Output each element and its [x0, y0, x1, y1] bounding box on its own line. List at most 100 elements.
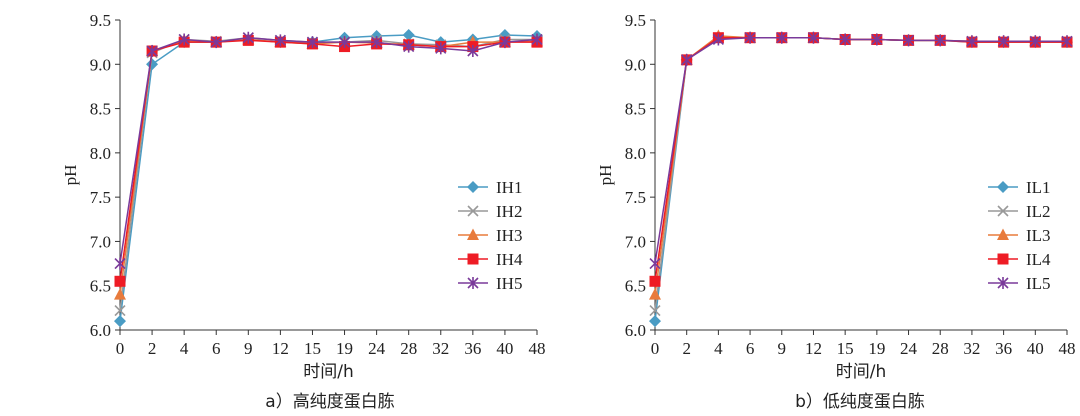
x-tick-label: 48: [1059, 339, 1076, 358]
x-tick-label: 15: [304, 339, 321, 358]
y-tick-label: 9.5: [90, 11, 111, 30]
data-point: [649, 288, 661, 300]
y-tick-label: 6.5: [625, 277, 646, 296]
legend-entry: IH2: [458, 202, 522, 221]
legend-marker: [997, 205, 1009, 217]
legend-label: IH4: [496, 250, 523, 269]
x-tick-label: 28: [400, 339, 417, 358]
data-point: [114, 288, 126, 300]
legend-entry: IL2: [988, 202, 1051, 221]
data-point: [839, 33, 851, 46]
legend: IL1 IL2 IL3 IL4 IL5: [988, 178, 1051, 293]
x-tick-label: 0: [116, 339, 125, 358]
x-tick-label: 36: [995, 339, 1012, 358]
data-point: [402, 29, 415, 42]
x-axis-label: 时间/h: [303, 362, 354, 382]
chart-caption: b）低纯度蛋白胨: [795, 392, 925, 412]
data-point: [998, 35, 1010, 48]
data-point: [776, 31, 788, 44]
data-point: [871, 33, 883, 46]
data-point: [934, 34, 946, 47]
legend-label: IH1: [496, 178, 522, 197]
series-line: [119, 34, 538, 322]
y-tick-label: 9.0: [625, 55, 646, 74]
y-tick-label: 9.0: [90, 55, 111, 74]
legend-label: IL3: [1026, 226, 1051, 245]
data-point: [649, 257, 661, 270]
y-tick-label: 7.0: [90, 232, 111, 251]
legend-entry: IL1: [988, 178, 1051, 197]
y-tick-label: 7.5: [90, 188, 111, 207]
legend-label: IL1: [1026, 178, 1051, 197]
y-tick-label: 8.5: [90, 100, 111, 119]
data-point: [146, 45, 158, 57]
series-il5: [649, 31, 1073, 270]
data-point: [1029, 35, 1041, 48]
x-tick-label: 15: [837, 339, 854, 358]
legend-marker: [467, 253, 479, 265]
x-tick-label: 32: [963, 339, 980, 358]
legend-marker: [997, 277, 1009, 289]
x-tick-label: 4: [714, 339, 723, 358]
y-tick-label: 7.5: [625, 188, 646, 207]
legend-entry: IH3: [458, 226, 522, 245]
x-axis-label: 时间/h: [836, 362, 887, 382]
data-point: [435, 42, 447, 55]
series-line: [654, 36, 1067, 311]
x-tick-label: 40: [1027, 339, 1044, 358]
x-tick-label: 4: [180, 339, 189, 358]
legend-entry: IH5: [458, 274, 522, 293]
data-point: [114, 275, 126, 287]
series-line: [119, 36, 537, 311]
series-ih4: [114, 34, 543, 287]
chart-panel-b: 6.06.57.07.58.08.59.09.50 2 4 6 9 12 15 19 24 28 3…: [596, 11, 1076, 412]
data-point: [649, 275, 661, 287]
data-point: [681, 53, 693, 66]
data-point: [499, 36, 511, 49]
legend-label: IL5: [1026, 274, 1051, 293]
data-point: [649, 304, 661, 317]
legend-label: IH3: [496, 226, 522, 245]
data-point: [114, 257, 126, 270]
y-axis-label: pH: [596, 165, 615, 186]
legend-entry: IL3: [988, 226, 1051, 245]
x-tick-label: 12: [805, 339, 822, 358]
y-tick-label: 6.0: [90, 321, 111, 340]
y-axis-label: pH: [61, 165, 80, 186]
data-point: [712, 33, 724, 46]
data-point: [807, 31, 820, 44]
x-tick-label: 28: [932, 339, 949, 358]
x-tick-label: 24: [900, 339, 918, 358]
legend-label: IH2: [496, 202, 522, 221]
data-point: [1061, 35, 1073, 48]
series-line: [654, 36, 1067, 282]
series-line: [654, 36, 1067, 322]
legend-entry: IL5: [988, 274, 1051, 293]
data-point: [902, 34, 915, 47]
data-point: [649, 315, 661, 328]
chart-caption: a）高纯度蛋白胨: [265, 392, 394, 412]
x-tick-label: 6: [212, 339, 221, 358]
y-tick-label: 8.0: [90, 144, 111, 163]
series-line: [654, 36, 1067, 264]
data-point: [146, 58, 159, 71]
legend-marker: [997, 228, 1009, 240]
y-tick-label: 8.5: [625, 100, 646, 119]
x-tick-label: 40: [496, 339, 513, 358]
y-tick-label: 6.5: [90, 277, 111, 296]
x-tick-label: 36: [464, 339, 481, 358]
chart-panel-a: 6.06.57.07.58.08.59.09.50 2 4 6 9 12 15 19 24 28 3…: [61, 11, 546, 412]
legend-label: IL2: [1026, 202, 1051, 221]
data-point: [210, 36, 222, 49]
series-ih5: [114, 31, 543, 270]
y-tick-label: 9.5: [625, 11, 646, 30]
y-tick-label: 8.0: [625, 144, 646, 163]
data-point: [306, 36, 319, 49]
data-point: [114, 315, 126, 328]
legend-marker: [997, 181, 1009, 193]
x-tick-label: 0: [651, 339, 660, 358]
x-tick-label: 32: [432, 339, 449, 358]
legend-marker: [467, 181, 479, 193]
x-tick-label: 12: [272, 339, 289, 358]
legend-entry: IH1: [458, 178, 522, 197]
